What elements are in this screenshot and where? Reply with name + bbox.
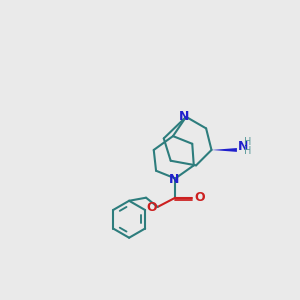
Text: H: H <box>244 146 251 156</box>
Text: O: O <box>146 201 157 214</box>
Polygon shape <box>212 148 237 152</box>
Text: O: O <box>195 191 205 204</box>
Text: N: N <box>238 140 248 153</box>
Text: N: N <box>179 110 190 123</box>
Text: N: N <box>169 173 180 186</box>
Text: H: H <box>244 137 251 147</box>
